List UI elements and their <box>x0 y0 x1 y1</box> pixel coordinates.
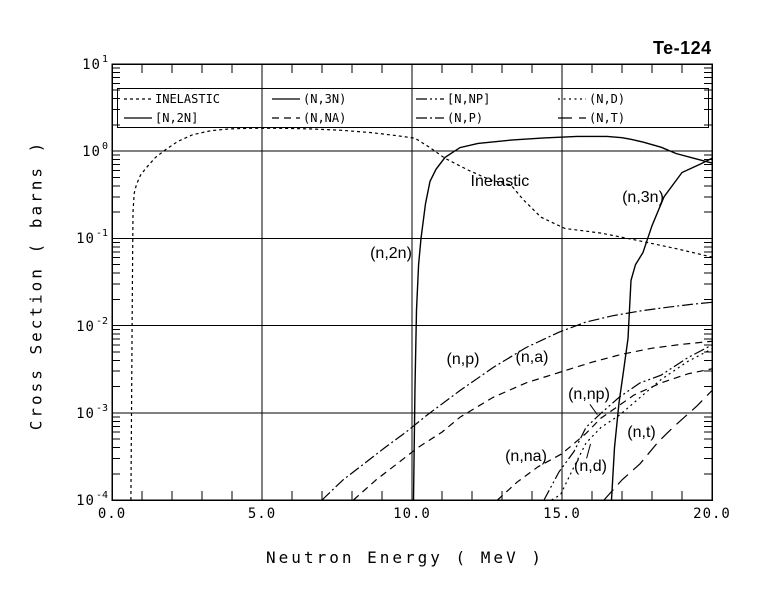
legend-label: [N,2N] <box>155 110 199 125</box>
y-axis-title: Cross Section ( barns ) <box>26 139 46 431</box>
legend-line-sample <box>558 116 586 119</box>
legend-label: (N,3N) <box>303 91 347 106</box>
y-tick-10e1: 101 <box>82 54 108 73</box>
legend-label: (N,T) <box>589 110 626 125</box>
annotation-nna: (n,na) <box>505 448 547 466</box>
annotation-n2n: (n,2n) <box>370 245 412 263</box>
legend-line-sample <box>416 97 444 100</box>
pointer-line-nnp-pointer <box>589 404 598 416</box>
legend-entry-nd: (N,D) <box>558 92 708 106</box>
legend-entry-np: (N,P) <box>416 111 558 125</box>
y-tick-10e0: 100 <box>82 141 108 160</box>
curve-nna <box>497 368 713 501</box>
x-tick-5: 5.0 <box>247 506 277 522</box>
curve-n3n <box>610 157 713 501</box>
x-tick-10: 10.0 <box>393 506 431 522</box>
annotation-nt: (n,t) <box>627 424 656 442</box>
y-tick-10e-4: 10-4 <box>76 490 108 509</box>
legend-label: INELASTIC <box>155 91 221 106</box>
annotation-np: (n,p) <box>446 351 480 369</box>
x-tick-0: 0.0 <box>97 506 127 522</box>
y-tick-10e-3: 10-3 <box>76 403 108 422</box>
legend-entry-inelastic: INELASTIC <box>124 92 272 106</box>
curve-inelastic <box>130 127 713 501</box>
legend-label: (N,NA) <box>303 110 347 125</box>
legend-entry-nnp: [N,NP] <box>416 92 558 106</box>
legend-entry-n2n: [N,2N] <box>124 111 272 125</box>
legend-line-sample <box>558 97 586 100</box>
legend-label: [N,NP] <box>447 91 491 106</box>
curve-nnp <box>543 344 713 501</box>
plot-frame <box>111 63 713 501</box>
x-tick-20: 20.0 <box>693 506 731 522</box>
legend-entry-nt: (N,T) <box>558 111 708 125</box>
legend-label: (N,D) <box>589 91 626 106</box>
legend-entry-nna: (N,NA) <box>272 111 416 125</box>
pointer-line-nd-pointer <box>586 443 591 459</box>
legend-entry-n3n: (N,3N) <box>272 92 416 106</box>
y-tick-10e-1: 10-1 <box>76 228 108 247</box>
annotation-inelastic: Inelastic <box>470 173 530 191</box>
y-tick-10e-2: 10-2 <box>76 316 108 335</box>
legend-line-sample <box>416 116 444 119</box>
legend-line-sample <box>272 116 300 119</box>
annotation-nd: (n,d) <box>574 457 607 475</box>
curve-na <box>353 340 713 501</box>
curve-np <box>321 301 713 501</box>
legend-line-sample <box>124 116 152 119</box>
legend-line-sample <box>124 97 152 100</box>
legend: INELASTIC (N,3N) [N,NP] (N,D) [N,2N] (N,… <box>117 88 709 128</box>
curve-nt <box>603 390 713 501</box>
legend-line-sample <box>272 97 300 100</box>
annotation-nnp: (n,np) <box>568 386 610 403</box>
chart-title: Te-124 <box>653 38 712 58</box>
curve-nd <box>551 348 713 501</box>
x-tick-15: 15.0 <box>543 506 581 522</box>
x-axis-title: Neutron Energy ( MeV ) <box>266 548 544 567</box>
legend-label: (N,P) <box>447 110 484 125</box>
curve-n2n <box>412 135 713 501</box>
annotation-na: (n,a) <box>515 349 549 367</box>
annotation-n3n: (n,3n) <box>622 189 664 207</box>
